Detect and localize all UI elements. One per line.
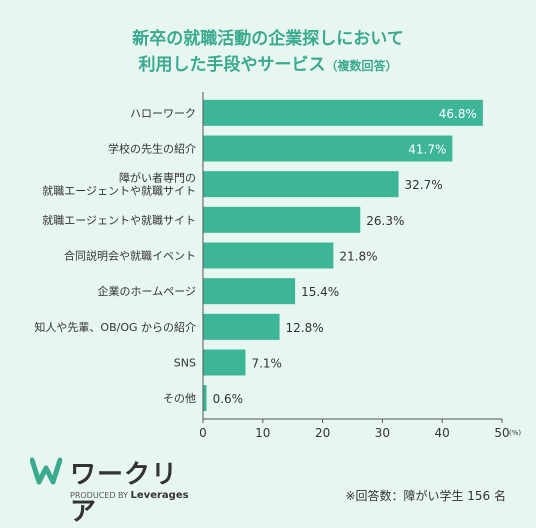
bar: [203, 242, 334, 269]
bar: [203, 349, 246, 376]
data-label: 41.7%: [408, 143, 446, 157]
logo-produced-by: PRODUCED BY Leverages: [70, 490, 189, 501]
x-tick-label: 40: [435, 426, 450, 440]
data-label: 32.7%: [405, 178, 443, 192]
brand-name: Leverages: [130, 490, 189, 501]
x-tick-label: 0: [199, 426, 207, 440]
title-line2: 利用した手段やサービス: [138, 55, 326, 75]
category-label: 就職エージェントや就職サイト: [42, 184, 196, 198]
x-tick-label: 50: [494, 426, 509, 440]
bar: [203, 171, 399, 198]
logo-name: ワークリア: [70, 460, 179, 527]
logo-mark-icon: [30, 457, 62, 485]
x-tick-label: 10: [255, 426, 270, 440]
bar: [203, 313, 280, 340]
category-label: 障がい者専門の: [119, 171, 196, 185]
data-label: 7.1%: [251, 357, 282, 371]
bar: [203, 99, 483, 126]
data-label: 0.6%: [213, 392, 244, 406]
data-label: 26.3%: [366, 214, 404, 228]
x-tick-label: 30: [375, 426, 390, 440]
category-label: その他: [163, 392, 196, 405]
logo: ワークリア PRODUCED BY Leverages: [30, 454, 200, 527]
data-label: 12.8%: [286, 321, 324, 335]
chart-title: 新卒の就職活動の企業探しにおいて 利用した手段やサービス（複数回答）: [0, 26, 536, 79]
category-label: 知人や先輩、OB/OG からの紹介: [34, 320, 196, 334]
data-label: 15.4%: [301, 285, 339, 299]
category-label: 合同説明会や就職イベント: [64, 249, 196, 263]
x-axis-unit: (%): [509, 429, 521, 437]
footnote: ※回答数：障がい学生 156 名: [345, 489, 506, 503]
data-label: 21.8%: [339, 250, 377, 264]
bar: [203, 385, 207, 412]
category-label: SNS: [174, 357, 196, 370]
bar: [203, 135, 453, 162]
data-label: 46.8%: [439, 107, 477, 121]
produced-by-text: PRODUCED BY: [70, 491, 128, 500]
category-label: 学校の先生の紹介: [108, 142, 196, 156]
x-tick-label: 20: [315, 426, 330, 440]
category-label: ハローワーク: [130, 107, 196, 120]
title-line1: 新卒の就職活動の企業探しにおいて: [132, 29, 404, 49]
bar: [203, 206, 361, 233]
title-note: （複数回答）: [325, 59, 398, 73]
category-label: 企業のホームページ: [98, 284, 196, 298]
bar: [203, 278, 296, 305]
category-label: 就職エージェントや就職サイト: [42, 213, 196, 227]
